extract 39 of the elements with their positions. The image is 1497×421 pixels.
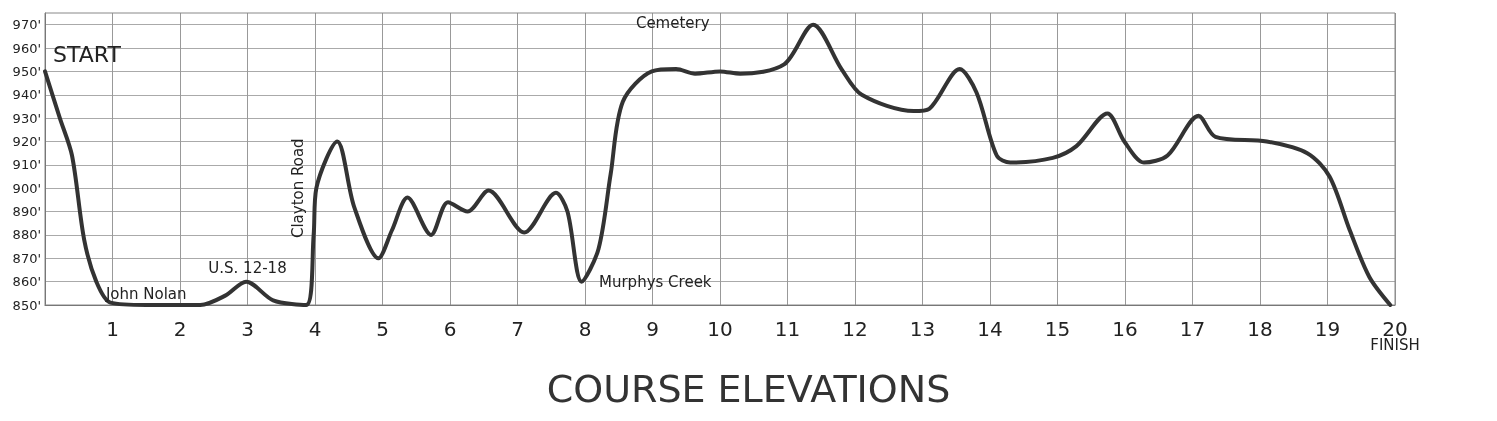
annotation: START (53, 41, 122, 67)
annotation: U.S. 12-18 (208, 259, 287, 278)
y-tick-label: 950' (12, 63, 41, 79)
x-tick-label: 15 (1044, 317, 1071, 341)
x-tick-label: 5 (376, 317, 389, 341)
annotation: Cemetery (635, 13, 710, 32)
annotation: Murphys Creek (599, 272, 712, 291)
x-tick-label: 10 (707, 317, 733, 341)
x-tick-label: 7 (511, 317, 524, 341)
x-tick-label: 17 (1179, 317, 1206, 341)
annotation: Clayton Road (288, 138, 307, 239)
x-tick-label: 3 (241, 317, 254, 341)
x-tick-label: 6 (443, 317, 457, 341)
x-tick-label: 16 (1112, 317, 1138, 341)
y-tick-label: 890' (12, 204, 41, 220)
x-tick-label: 14 (977, 317, 1003, 341)
annotation: John Nolan (104, 284, 187, 303)
x-tick-label: 8 (578, 317, 592, 341)
y-tick-label: 960' (12, 40, 41, 56)
y-tick-label: 870' (12, 250, 41, 266)
x-tick-label: 18 (1247, 317, 1273, 341)
x-tick-label: 4 (308, 317, 322, 341)
x-tick-label: 12 (842, 317, 868, 341)
y-tick-label: 900' (12, 180, 41, 196)
y-tick-label: 940' (12, 87, 41, 103)
text: COURSE ELEVATIONS (546, 367, 951, 411)
y-tick-label: 970' (12, 17, 41, 33)
y-tick-label: 860' (12, 274, 41, 290)
y-tick-label: 910' (12, 157, 41, 173)
x-tick-label: 19 (1314, 317, 1341, 341)
x-tick-label: 1 (106, 317, 119, 341)
x-tick-label: 13 (909, 317, 936, 341)
y-tick-label: 920' (12, 133, 41, 149)
y-tick-label: 880' (12, 227, 41, 243)
x-tick-label: 9 (646, 317, 659, 341)
y-tick-label: 850' (12, 297, 41, 313)
x-tick-label: 2 (173, 317, 187, 341)
y-tick-label: 930' (12, 110, 41, 126)
x-tick-label: 11 (774, 317, 801, 341)
